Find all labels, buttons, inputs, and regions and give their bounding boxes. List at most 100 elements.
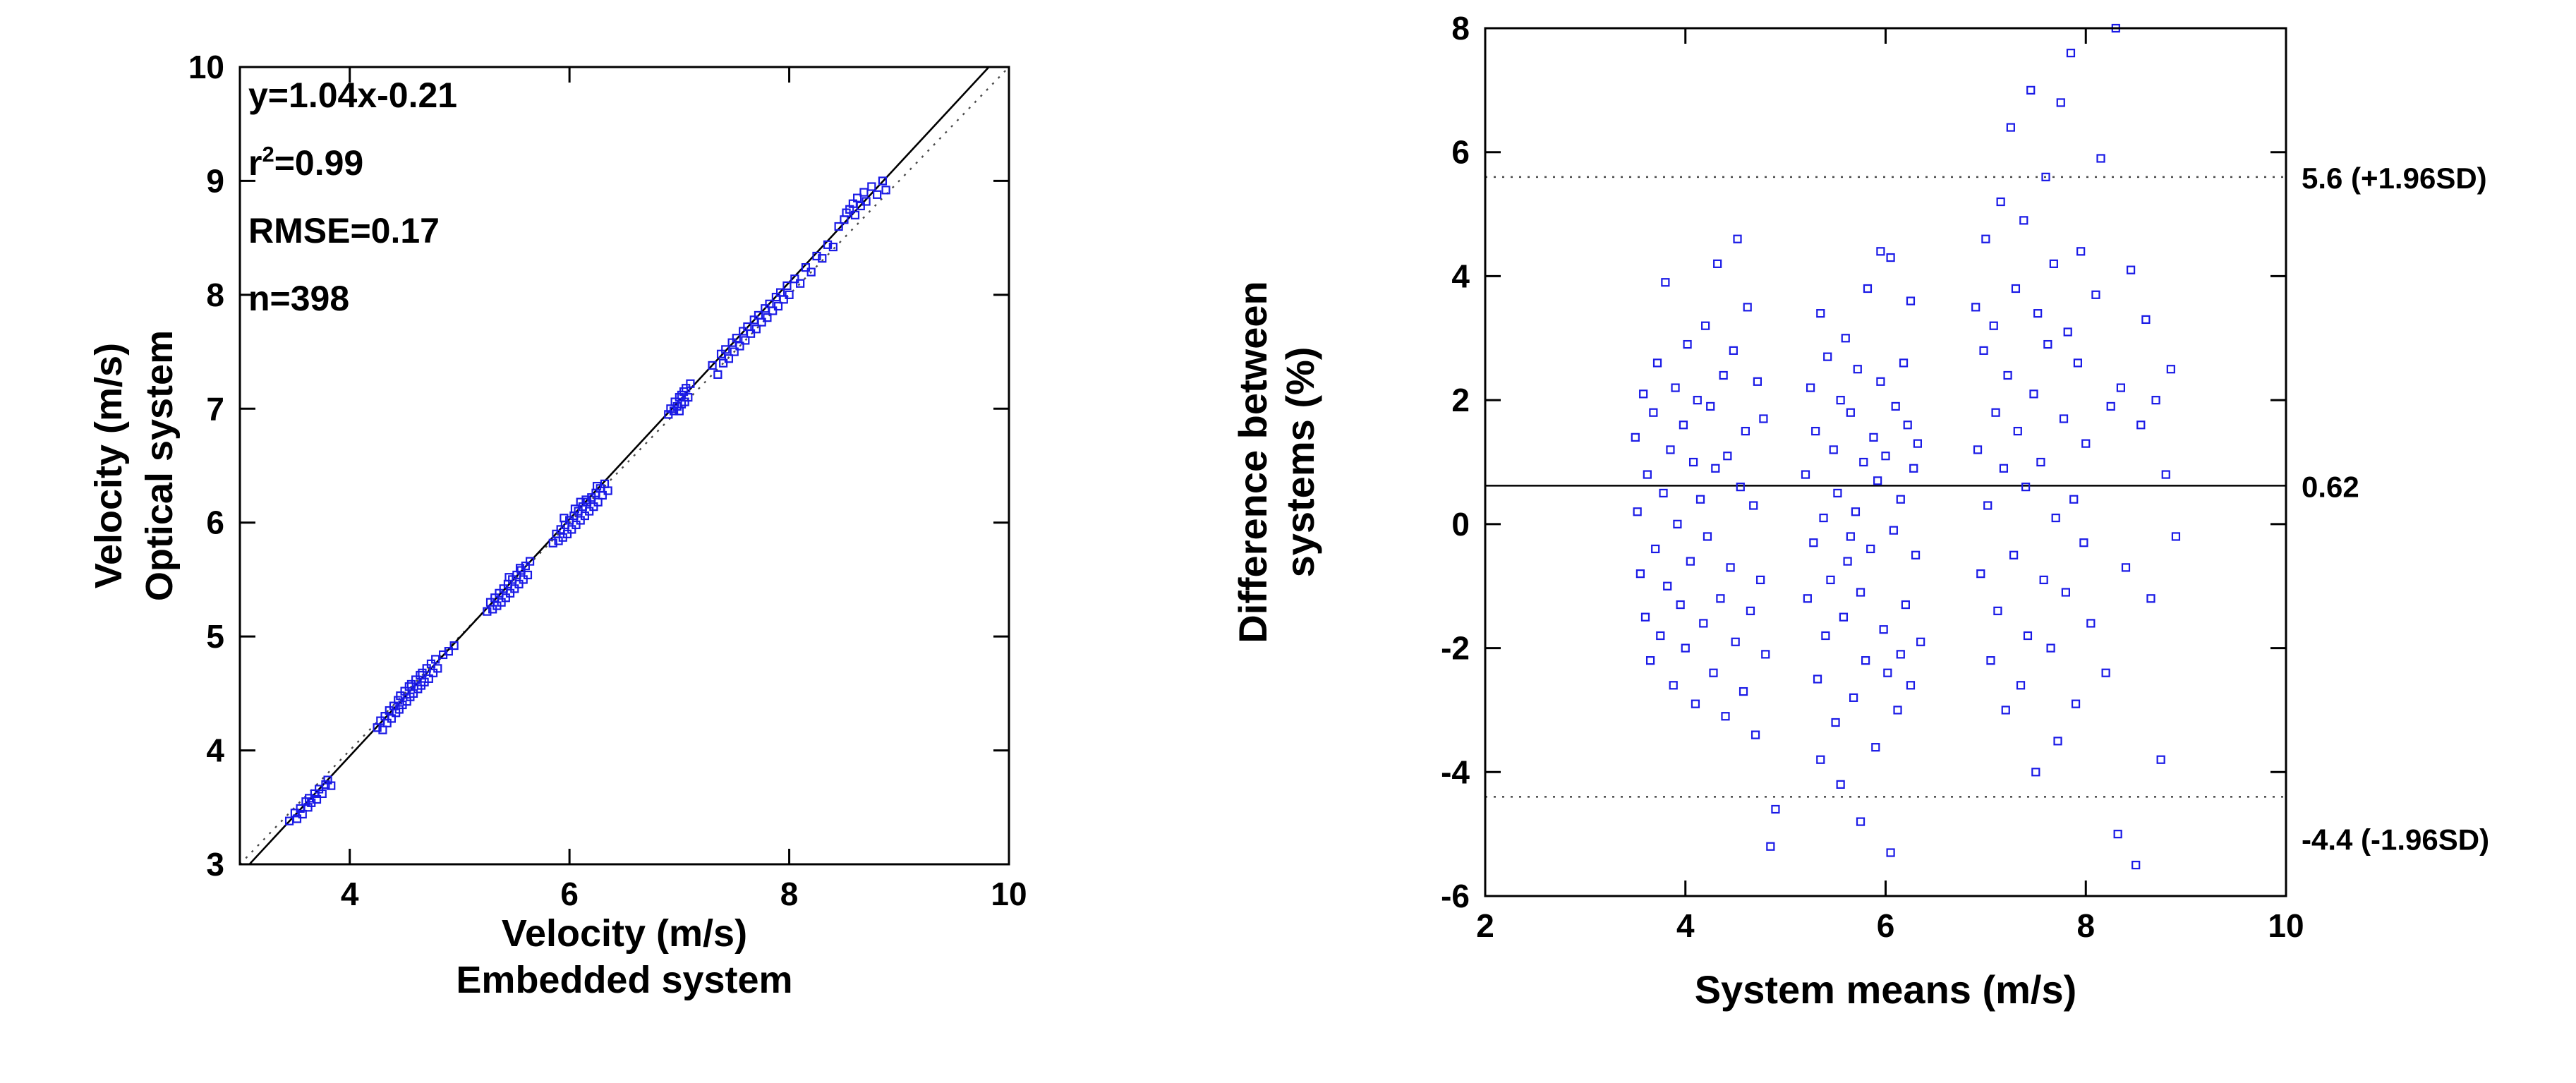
mean-label: 0.62 xyxy=(2302,470,2359,503)
data-point xyxy=(721,345,730,354)
data-point xyxy=(2053,737,2062,746)
data-point xyxy=(426,659,436,668)
data-point xyxy=(1811,426,1820,436)
data-point xyxy=(1869,432,1878,442)
data-point xyxy=(1801,470,1810,479)
y-tick-label: -4 xyxy=(1441,754,1470,790)
data-point xyxy=(1846,532,1855,541)
data-point xyxy=(444,647,453,656)
data-point xyxy=(416,670,425,680)
data-point xyxy=(796,279,805,288)
data-point xyxy=(1909,464,1918,473)
data-point xyxy=(1659,488,1668,498)
data-point xyxy=(585,507,594,516)
data-point xyxy=(521,561,530,571)
data-point xyxy=(1706,401,1715,411)
data-point xyxy=(1849,693,1858,702)
plot-box xyxy=(1484,27,2287,897)
data-point xyxy=(424,674,433,683)
data-point xyxy=(428,668,438,677)
data-point xyxy=(1886,253,1895,262)
data-point xyxy=(1841,334,1850,343)
data-point xyxy=(510,584,519,593)
data-point xyxy=(394,696,403,705)
data-point xyxy=(763,313,772,322)
data-point xyxy=(404,682,413,691)
x-tick-label: 10 xyxy=(991,876,1027,912)
data-point xyxy=(1711,464,1720,473)
data-point xyxy=(581,495,591,504)
data-point xyxy=(2116,383,2126,392)
data-point xyxy=(1893,706,1902,715)
data-point xyxy=(2056,98,2065,107)
data-point xyxy=(2069,495,2079,504)
data-point xyxy=(1911,550,1921,559)
data-point xyxy=(716,349,726,358)
data-point xyxy=(1881,452,1890,461)
data-point xyxy=(2029,389,2038,399)
data-point xyxy=(1701,321,1710,330)
data-point xyxy=(2079,538,2088,547)
data-point xyxy=(1661,278,1670,287)
data-point xyxy=(873,190,882,199)
data-point xyxy=(565,516,574,525)
data-point xyxy=(1999,464,2009,473)
data-point xyxy=(1806,383,1815,392)
data-point xyxy=(560,514,569,523)
annotation-line: y=1.04x-0.21 xyxy=(248,75,457,115)
data-point xyxy=(2136,421,2146,430)
y-axis-label: Difference between xyxy=(1230,281,1275,643)
data-point xyxy=(1691,699,1700,708)
data-point xyxy=(850,210,860,219)
data-point xyxy=(2023,631,2033,641)
data-point xyxy=(1771,804,1780,814)
data-point xyxy=(1729,346,1738,355)
data-point xyxy=(1809,538,1818,547)
data-point xyxy=(1723,452,1732,461)
data-point xyxy=(495,588,504,598)
data-point xyxy=(1981,234,1990,243)
data-point xyxy=(505,588,515,598)
data-point xyxy=(570,504,580,514)
y-tick-label: -2 xyxy=(1441,630,1470,667)
data-point xyxy=(1652,358,1662,368)
y-axis-label: systems (%) xyxy=(1278,347,1322,578)
data-point xyxy=(2141,315,2151,325)
data-point xyxy=(497,598,506,607)
x-tick-label: 10 xyxy=(2268,907,2304,944)
data-point xyxy=(1901,600,1910,610)
data-point xyxy=(1733,234,1742,243)
data-point xyxy=(387,714,396,723)
data-point xyxy=(1856,817,1866,826)
data-point xyxy=(735,341,744,351)
data-point xyxy=(562,529,572,538)
data-point xyxy=(382,718,392,727)
y-tick-label: 8 xyxy=(206,277,224,313)
data-point xyxy=(499,584,508,593)
data-point xyxy=(2091,290,2100,299)
data-point xyxy=(1906,681,1916,690)
data-point xyxy=(1736,483,1745,492)
data-point xyxy=(1859,457,1868,467)
data-point xyxy=(1913,439,1922,448)
data-point xyxy=(2121,563,2131,572)
data-point xyxy=(312,794,322,804)
data-point xyxy=(1879,625,1888,634)
data-point xyxy=(2171,532,2181,541)
x-axis-label: Velocity (m/s) xyxy=(502,912,747,955)
data-point xyxy=(1750,730,1760,739)
data-point xyxy=(1903,421,1912,430)
y-tick-label: 7 xyxy=(206,390,224,427)
data-point xyxy=(593,497,603,507)
data-point xyxy=(1746,606,1755,615)
y-tick-label: 10 xyxy=(188,49,224,85)
x-tick-label: 4 xyxy=(341,876,359,912)
data-point xyxy=(1973,445,1983,454)
data-point xyxy=(1851,507,1861,516)
data-point xyxy=(1856,588,1866,597)
data-point xyxy=(859,188,869,197)
data-point xyxy=(2043,339,2052,349)
data-point xyxy=(1631,432,1640,442)
y-tick-label: 8 xyxy=(1451,10,1470,47)
